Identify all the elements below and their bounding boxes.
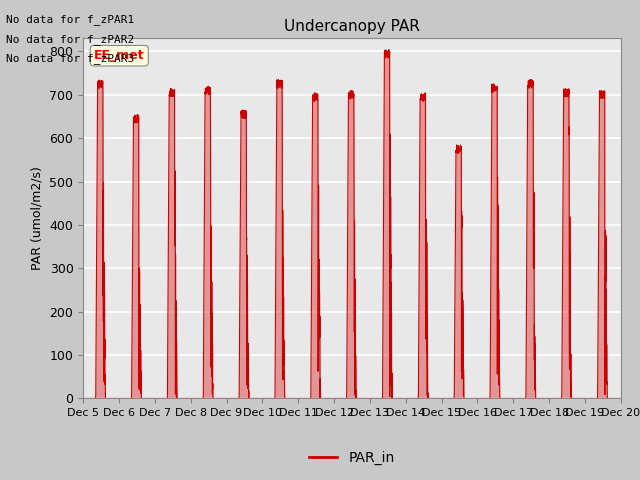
Y-axis label: PAR (umol/m2/s): PAR (umol/m2/s) [31,167,44,270]
Legend: PAR_in: PAR_in [304,445,400,471]
Text: EE_met: EE_met [94,49,145,62]
Text: No data for f_zPAR1: No data for f_zPAR1 [6,14,134,25]
Text: No data for f_zPAR3: No data for f_zPAR3 [6,53,134,64]
Text: No data for f_zPAR2: No data for f_zPAR2 [6,34,134,45]
Title: Undercanopy PAR: Undercanopy PAR [284,20,420,35]
